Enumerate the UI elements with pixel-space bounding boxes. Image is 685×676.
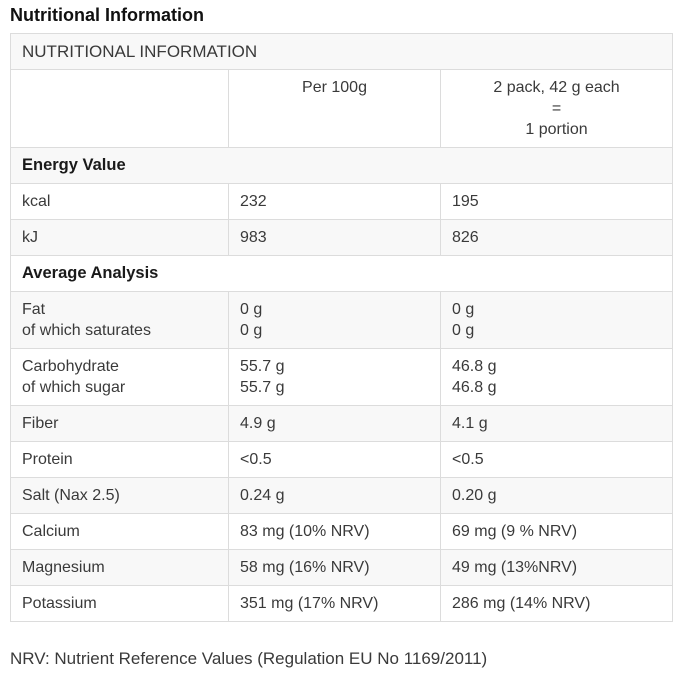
page-title: Nutritional Information [10,5,204,25]
per-100g-cell: 983 [228,219,441,256]
row-label-cell: Salt (Nax 2.5) [10,477,229,514]
per-100g-cell: <0.5 [228,441,441,478]
table-row-salt: Salt (Nax 2.5) 0.24 g 0.20 g [10,477,674,514]
section-label: Energy Value [9,147,674,184]
per-portion-line: 1 portion [525,121,588,138]
table-row-calcium: Calcium 83 mg (10% NRV) 69 mg (9 % NRV) [10,513,674,550]
cell-line: Fat [22,301,46,318]
table-row-magnesium: Magnesium 58 mg (16% NRV) 49 mg (13%NRV) [10,549,674,586]
row-label-cell: Potassium [10,585,229,622]
row-label-cell: Protein [10,441,229,478]
table-row-kcal: kcal 232 195 [10,183,674,220]
per-portion-cell: <0.5 [439,441,674,478]
nutrition-table: NUTRITIONAL INFORMATION Per 100g 2 pack,… [9,33,674,622]
row-label-cell: kcal [10,183,229,220]
per-portion-cell: 46.8 g 46.8 g [439,348,674,406]
column-header-empty [10,69,229,148]
cell-line: Carbohydrate [22,358,119,375]
cell-line: 0 g [240,322,263,339]
table-row-carbohydrate: Carbohydrate of which sugar 55.7 g 55.7 … [10,348,674,406]
per-portion-cell: 195 [439,183,674,220]
per-100g-cell: 4.9 g [228,405,441,442]
per-100g-cell: 351 mg (17% NRV) [228,585,441,622]
per-100g-cell: 0 g 0 g [228,291,441,349]
per-100g-cell: 0.24 g [228,477,441,514]
row-label-cell: Fat of which saturates [10,291,229,349]
per-portion-line: 2 pack, 42 g each [493,79,620,96]
nrv-footnote: NRV: Nutrient Reference Values (Regulati… [10,649,488,668]
cell-line: 55.7 g [240,379,285,396]
cell-line: 46.8 g [452,358,497,375]
row-label-cell: Carbohydrate of which sugar [10,348,229,406]
column-header-per-100g: Per 100g [228,69,441,148]
table-row-fat: Fat of which saturates 0 g 0 g 0 g 0 g [10,291,674,349]
per-100g-cell: 232 [228,183,441,220]
per-portion-cell: 4.1 g [439,405,674,442]
row-label-cell: kJ [10,219,229,256]
row-label-cell: Calcium [10,513,229,550]
section-label: Average Analysis [9,255,674,292]
table-row-protein: Protein <0.5 <0.5 [10,441,674,478]
column-header-row: Per 100g 2 pack, 42 g each = 1 portion [10,69,674,148]
per-portion-cell: 69 mg (9 % NRV) [439,513,674,550]
table-title: NUTRITIONAL INFORMATION [9,33,674,70]
per-portion-cell: 826 [439,219,674,256]
cell-line: of which saturates [22,322,151,339]
row-label-cell: Fiber [10,405,229,442]
per-portion-cell: 49 mg (13%NRV) [439,549,674,586]
column-header-per-portion: 2 pack, 42 g each = 1 portion [439,69,674,148]
table-row-fiber: Fiber 4.9 g 4.1 g [10,405,674,442]
table-title-row: NUTRITIONAL INFORMATION [9,33,674,70]
section-row-energy-value: Energy Value [9,147,674,184]
per-100g-cell: 58 mg (16% NRV) [228,549,441,586]
table-row-kj: kJ 983 826 [10,219,674,256]
per-portion-line: = [551,100,562,117]
cell-line: 0 g [452,322,475,339]
cell-line: of which sugar [22,379,126,396]
cell-line: 0 g [240,301,263,318]
cell-line: 46.8 g [452,379,497,396]
per-100g-cell: 55.7 g 55.7 g [228,348,441,406]
cell-line: 55.7 g [240,358,285,375]
cell-line: 0 g [452,301,475,318]
per-portion-cell: 0 g 0 g [439,291,674,349]
per-100g-cell: 83 mg (10% NRV) [228,513,441,550]
per-portion-cell: 286 mg (14% NRV) [439,585,674,622]
table-row-potassium: Potassium 351 mg (17% NRV) 286 mg (14% N… [10,585,674,622]
per-portion-cell: 0.20 g [439,477,674,514]
section-row-average-analysis: Average Analysis [9,255,674,292]
row-label-cell: Magnesium [10,549,229,586]
